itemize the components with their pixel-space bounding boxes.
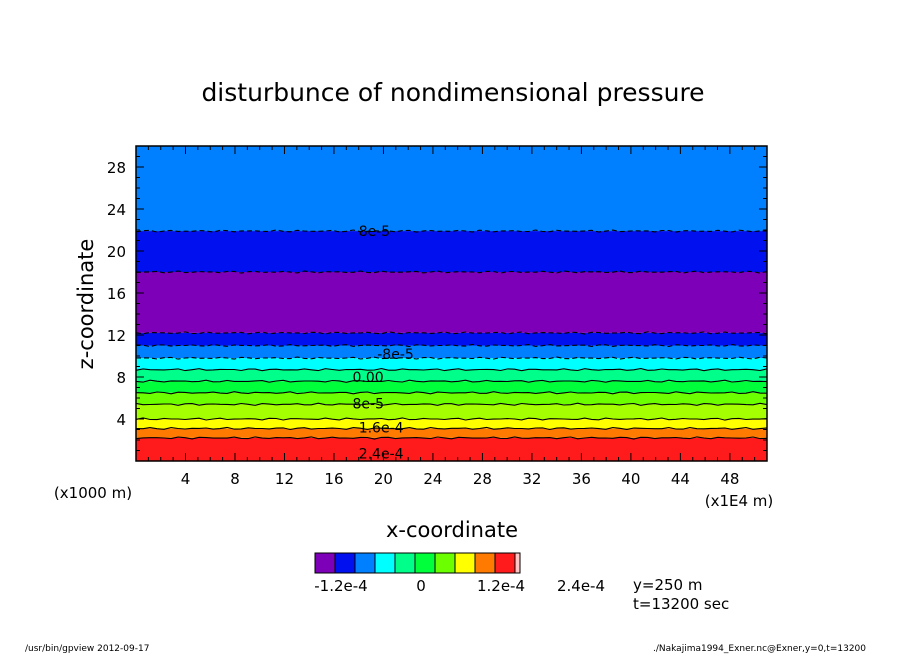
contour-line	[135, 379, 768, 383]
contour-band	[136, 404, 767, 419]
y-tick-label: 12	[107, 327, 126, 345]
x-tick-label: 36	[572, 470, 591, 488]
colorbar-tick-label: 2.4e-4	[557, 577, 605, 595]
colorbar-ticks: -1.2e-4 0 1.2e-4 2.4e-4	[314, 577, 605, 595]
colorbar-swatch	[434, 552, 456, 574]
x-unit-left: (x1000 m)	[54, 484, 132, 502]
colorbar	[314, 552, 521, 574]
contour-band	[136, 272, 767, 333]
contour-band	[136, 392, 767, 405]
contour-band	[136, 345, 767, 359]
contour-label: 8e-5	[359, 224, 390, 240]
contour-label: 2.4e-4	[359, 447, 404, 463]
contour-line	[135, 436, 768, 440]
y-tick-label: 4	[116, 411, 126, 429]
footer-left: /usr/bin/gpview 2012-09-17	[25, 644, 149, 654]
contour-line	[135, 402, 768, 406]
contour-band	[136, 428, 767, 438]
contour-line	[135, 331, 768, 335]
x-tick-label: 48	[720, 470, 739, 488]
footer-right: ./Nakajima1994_Exner.nc@Exner,y=0,t=1320…	[653, 644, 866, 654]
y-axis-label: z-coordinate	[74, 239, 98, 370]
contour-line	[135, 229, 768, 233]
colorbar-swatch	[334, 552, 356, 574]
colorbar-tick-label: 1.2e-4	[477, 577, 525, 595]
contour-line	[135, 391, 768, 395]
y-tick-label: 8	[116, 369, 126, 387]
x-tick-label: 28	[473, 470, 492, 488]
contour-band	[136, 419, 767, 429]
colorbar-swatch	[374, 552, 396, 574]
x-tick-label: 12	[275, 470, 294, 488]
x-axis-label: x-coordinate	[386, 518, 518, 542]
y-tick-label: 24	[107, 201, 126, 219]
colorbar-tick-label: 0	[416, 577, 426, 595]
contour-band	[136, 381, 767, 393]
info-t: t=13200 sec	[633, 595, 729, 613]
x-tick-label: 32	[522, 470, 541, 488]
colorbar-swatch	[494, 552, 516, 574]
x-tick-label: 8	[230, 470, 240, 488]
contour-band	[136, 332, 767, 346]
colorbar-swatch	[514, 552, 521, 574]
contour-bands	[136, 146, 767, 461]
x-tick-label: 44	[671, 470, 690, 488]
colorbar-swatch	[454, 552, 476, 574]
y-tick-label: 20	[107, 243, 126, 261]
contour-line	[135, 426, 768, 431]
contour-line	[135, 368, 768, 372]
contour-line	[135, 417, 768, 421]
colorbar-tick-label: -1.2e-4	[314, 577, 367, 595]
contour-band	[136, 369, 767, 382]
x-unit-right: (x1E4 m)	[705, 492, 774, 510]
contour-band	[136, 231, 767, 272]
chart-title: disturbunce of nondimensional pressure	[201, 78, 704, 107]
contour-band	[136, 358, 767, 370]
contour-band	[136, 450, 767, 461]
x-axis: 4 8 12 16 20 24 28 32 36 40 44 48	[147, 146, 756, 488]
contour-label: 0.00	[353, 370, 384, 386]
x-tick-label: 16	[324, 470, 343, 488]
colorbar-swatch	[394, 552, 416, 574]
x-tick-label: 20	[374, 470, 393, 488]
plot-area: 8e-5 -8e-5 0.00 8e-5 1.6e-4 2.4e-4	[135, 145, 768, 463]
contour-lines	[135, 229, 768, 440]
y-axis: 4 8 12 16 20 24 28	[107, 156, 767, 451]
contour-labels: 8e-5 -8e-5 0.00 8e-5 1.6e-4 2.4e-4	[353, 224, 414, 463]
x-tick-label: 24	[423, 470, 442, 488]
contour-line	[135, 343, 767, 348]
x-tick-label: 40	[621, 470, 640, 488]
colorbar-swatch	[314, 552, 336, 574]
info-y: y=250 m	[633, 576, 702, 594]
y-tick-label: 28	[107, 159, 126, 177]
y-tick-label: 16	[107, 285, 126, 303]
contour-label: 8e-5	[353, 396, 384, 412]
colorbar-swatch	[474, 552, 496, 574]
colorbar-swatch	[354, 552, 376, 574]
contour-line	[135, 270, 768, 274]
x-tick-label: 4	[181, 470, 191, 488]
colorbar-swatch	[414, 552, 436, 574]
contour-band	[136, 146, 767, 232]
contour-label: -8e-5	[377, 347, 414, 363]
contour-label: 1.6e-4	[359, 420, 404, 436]
contour-band	[136, 437, 767, 451]
contour-line	[135, 356, 768, 360]
